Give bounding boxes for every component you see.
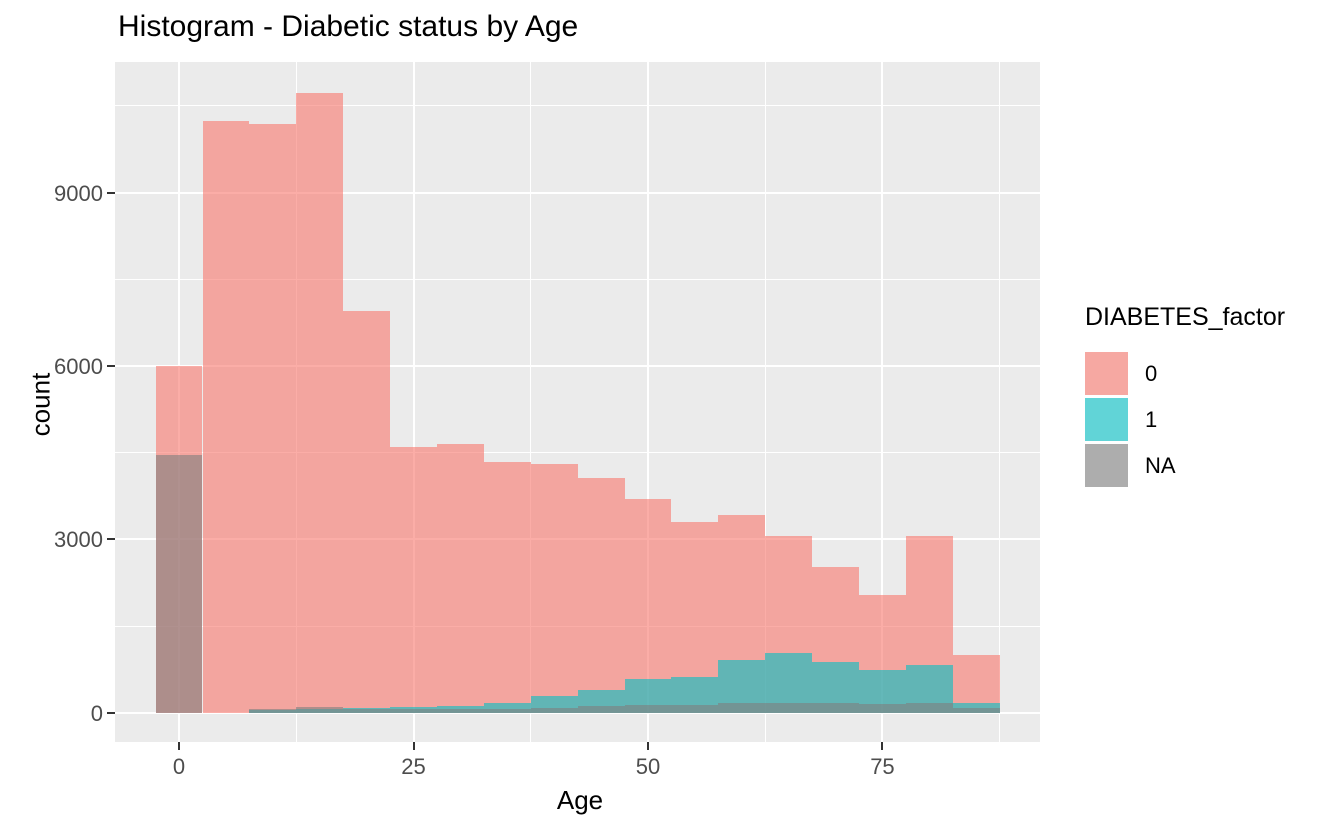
bar-series-1-bin-35 <box>483 703 531 713</box>
bar-series-0-bin-40 <box>530 464 578 713</box>
bar-series-NA-bin-80 <box>905 703 953 713</box>
gridline-x-minor <box>764 62 766 742</box>
gridline-x-minor <box>530 62 532 742</box>
gridline-y-major <box>115 711 1040 714</box>
bar-series-NA-bin-45 <box>577 706 625 713</box>
bar-series-NA-bin-35 <box>483 708 531 713</box>
bar-series-0-bin-20 <box>343 311 391 713</box>
x-tick-label: 75 <box>870 754 895 779</box>
legend-row-0: 0 <box>1085 352 1285 395</box>
legend-key-NA <box>1085 444 1128 487</box>
x-tick-mark <box>881 742 884 750</box>
chart-title: Histogram - Diabetic status by Age <box>118 10 579 43</box>
x-tick-mark <box>646 742 649 750</box>
legend-label-0: 0 <box>1145 360 1158 386</box>
plot-panel <box>115 62 1040 742</box>
x-tick-mark <box>412 742 415 750</box>
bar-series-0-bin-50 <box>624 498 672 713</box>
y-tick-label: 0 <box>90 700 103 726</box>
bar-series-NA-bin-25 <box>390 709 437 713</box>
bar-series-NA-bin-30 <box>436 709 484 713</box>
legend-row-1: 1 <box>1085 398 1285 441</box>
y-tick-mark <box>107 191 115 194</box>
bar-series-1-bin-65 <box>765 652 813 713</box>
legend-row-NA: NA <box>1085 444 1285 487</box>
y-tick-mark <box>107 365 115 367</box>
legend-swatch-0 <box>1085 352 1128 395</box>
y-tick-label: 9000 <box>54 180 103 206</box>
gridline-x-major <box>646 62 649 742</box>
y-tick-label: 6000 <box>54 354 103 379</box>
x-tick-label: 25 <box>401 754 426 779</box>
legend-swatch-NA <box>1085 444 1128 487</box>
gridline-x-minor <box>999 62 1001 742</box>
bar-series-0-bin-5 <box>202 120 250 713</box>
legend-key-1 <box>1085 398 1128 441</box>
x-tick-label: 50 <box>635 754 661 779</box>
legend-label-1: 1 <box>1145 406 1158 432</box>
bar-series-NA-bin-20 <box>343 709 391 713</box>
gridline-y-minor <box>115 105 1040 107</box>
bar-series-0-bin-35 <box>483 461 531 713</box>
gridline-y-major <box>115 191 1040 194</box>
bar-series-NA-bin-0 <box>155 454 203 713</box>
bar-series-NA-bin-60 <box>718 702 766 713</box>
bar-series-NA-bin-15 <box>296 706 344 713</box>
gridline-y-major <box>115 365 1040 367</box>
bar-series-0-bin-85 <box>952 655 1000 713</box>
legend-swatch-1 <box>1085 398 1128 441</box>
bar-series-NA-bin-65 <box>765 702 813 713</box>
gridline-x-major <box>412 62 415 742</box>
bar-series-NA-bin-70 <box>812 702 859 713</box>
bar-series-0-bin-10 <box>249 124 297 713</box>
legend-key-0 <box>1085 352 1128 395</box>
x-tick-mark <box>178 742 181 750</box>
bar-series-1-bin-85 <box>952 703 1000 713</box>
bar-series-0-bin-45 <box>577 477 625 713</box>
legend: DIABETES_factor 0 1 NA <box>1085 303 1285 490</box>
bar-series-NA-bin-10 <box>249 709 297 713</box>
bar-series-0-bin-30 <box>436 444 484 713</box>
y-tick-mark <box>107 538 115 541</box>
bar-series-NA-bin-40 <box>530 707 578 713</box>
gridline-y-minor <box>115 452 1040 454</box>
legend-items: 0 1 NA <box>1085 352 1285 487</box>
bar-series-NA-bin-75 <box>858 704 906 713</box>
bar-series-0-bin-15 <box>296 92 344 713</box>
x-tick-label: 0 <box>172 754 186 779</box>
y-tick-label: 3000 <box>54 527 103 553</box>
x-axis-title: Age <box>556 785 604 815</box>
bar-series-1-bin-30 <box>436 705 484 713</box>
legend-label-NA: NA <box>1145 452 1176 478</box>
y-tick-mark <box>107 711 115 714</box>
bar-series-NA-bin-50 <box>624 705 672 713</box>
bar-series-NA-bin-85 <box>952 708 1000 713</box>
gridline-x-major <box>881 62 884 742</box>
legend-title: DIABETES_factor <box>1085 303 1286 331</box>
bar-series-0-bin-25 <box>390 446 437 713</box>
gridline-y-minor <box>115 278 1040 280</box>
bar-series-NA-bin-55 <box>671 705 719 713</box>
